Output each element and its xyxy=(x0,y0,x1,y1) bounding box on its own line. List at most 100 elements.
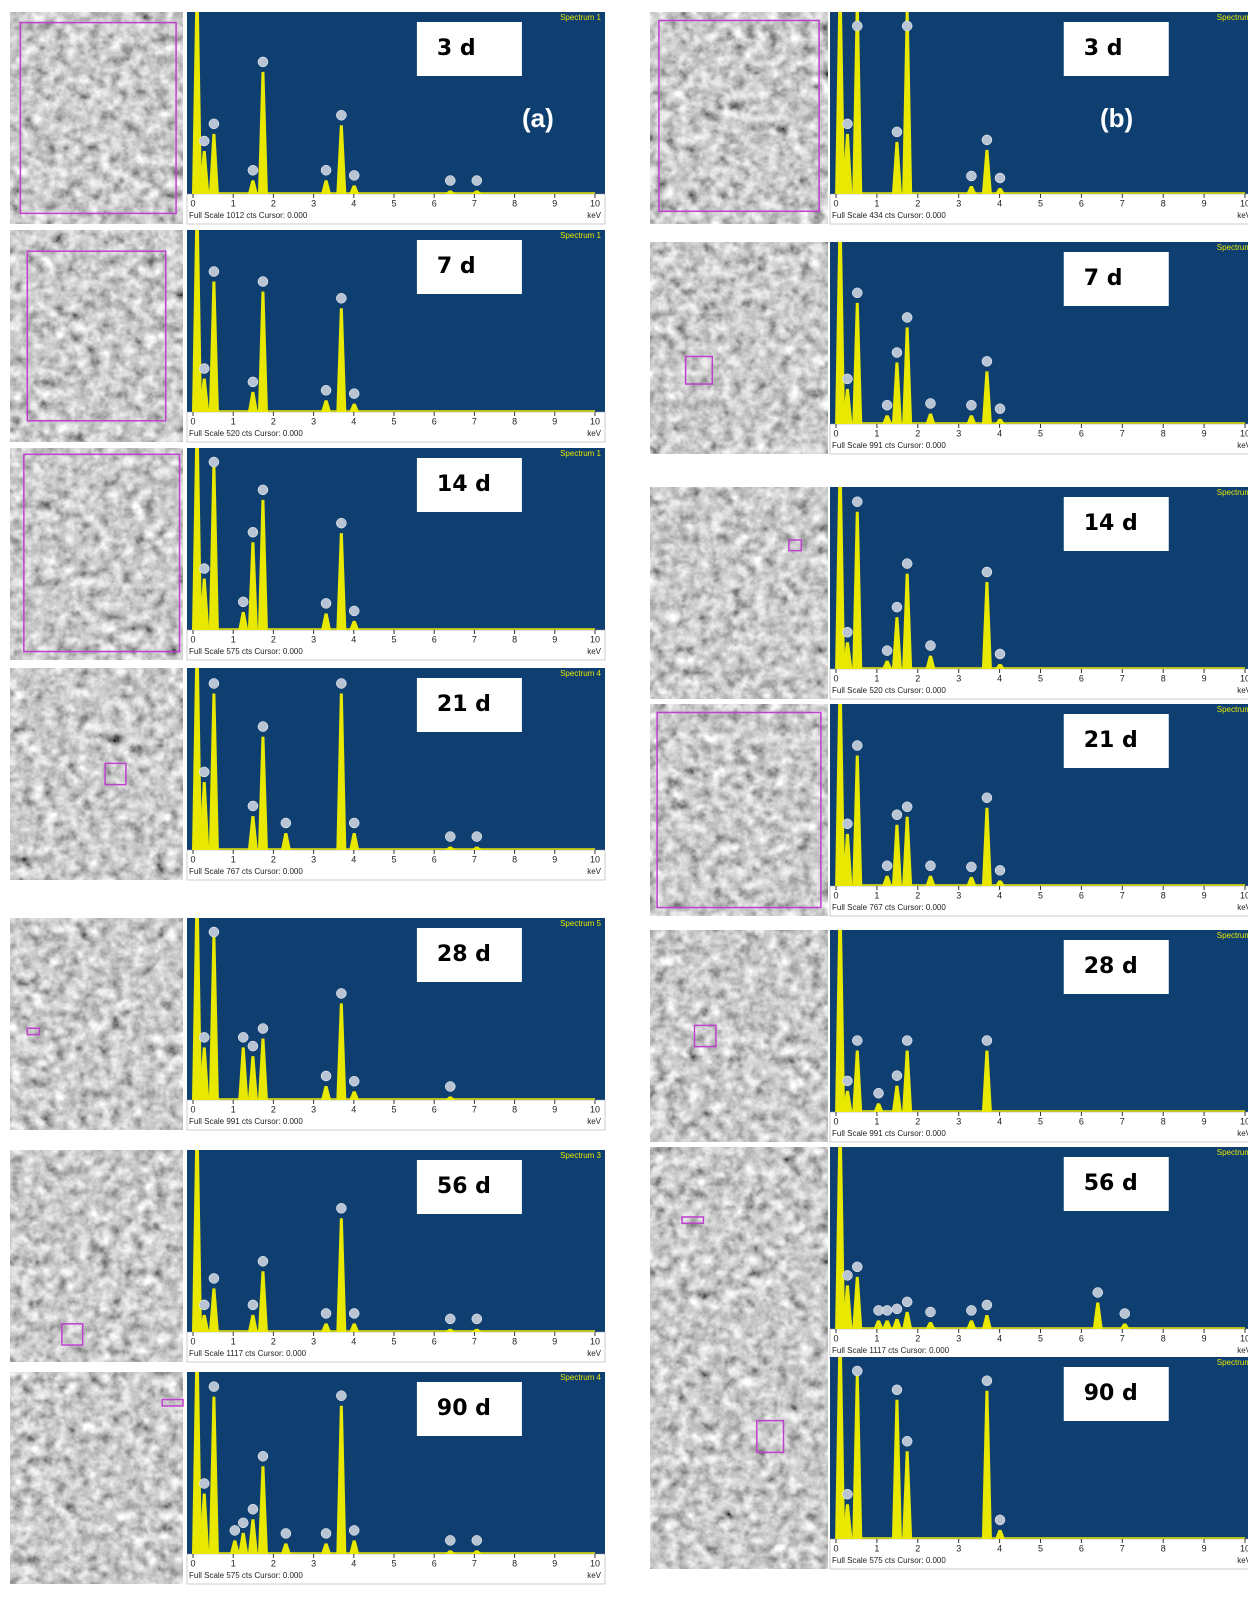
x-tick-label: 8 xyxy=(512,198,517,208)
peak xyxy=(208,934,219,1100)
peaks xyxy=(835,12,1245,194)
axis-strip xyxy=(829,423,1248,455)
element-marker xyxy=(208,266,220,277)
x-tick-label: 8 xyxy=(512,1558,517,1568)
x-tick-label: 8 xyxy=(1161,1543,1166,1553)
peak xyxy=(842,1285,853,1329)
peak xyxy=(247,542,258,630)
element-marker xyxy=(348,817,360,829)
peak xyxy=(238,611,249,630)
peak xyxy=(192,448,203,630)
element-marker xyxy=(247,1040,259,1052)
label-box xyxy=(416,240,522,294)
element-marker xyxy=(873,1087,884,1099)
x-tick-label: 9 xyxy=(552,416,557,426)
x-tick-label: 8 xyxy=(1161,1116,1166,1126)
peak xyxy=(445,190,456,194)
selection-box xyxy=(658,19,820,213)
footer: Full Scale 991 cts Cursor: 0.000 xyxy=(832,441,946,450)
peak xyxy=(925,413,936,424)
peak xyxy=(247,391,258,412)
footer: Full Scale 1117 cts Cursor: 0.000 xyxy=(832,1346,950,1355)
x-tick-label: 2 xyxy=(271,198,276,208)
footer: Full Scale 575 cts Cursor: 0.000 xyxy=(189,647,303,656)
element-marker xyxy=(981,134,993,146)
peak xyxy=(995,1529,1006,1539)
element-marker xyxy=(471,175,483,186)
peaks xyxy=(192,918,595,1100)
peak xyxy=(247,815,258,850)
element-marker xyxy=(199,563,210,574)
label-box xyxy=(1063,497,1169,551)
peak xyxy=(336,1218,347,1332)
peak xyxy=(208,1288,219,1332)
spectrum-background xyxy=(830,242,1248,424)
time-label: 14 d xyxy=(437,472,491,497)
peak xyxy=(199,1493,210,1554)
selection-box xyxy=(19,21,177,215)
peak xyxy=(336,1405,347,1554)
peak xyxy=(852,12,863,194)
peak xyxy=(257,1271,268,1332)
element-marker xyxy=(247,164,259,176)
peaks xyxy=(192,1372,595,1554)
element-marker xyxy=(901,1296,913,1308)
element-marker xyxy=(208,118,220,130)
x-tick-label: 2 xyxy=(271,1336,276,1346)
x-tick-label: 9 xyxy=(552,1104,557,1114)
element-marker xyxy=(320,164,332,176)
axis-strip xyxy=(186,411,606,443)
element-marker xyxy=(247,376,259,388)
peak xyxy=(873,1103,884,1112)
peak xyxy=(257,291,268,412)
element-marker xyxy=(238,596,249,608)
peak xyxy=(208,133,219,194)
x-tick-label: 3 xyxy=(956,1543,961,1553)
element-marker xyxy=(336,517,347,529)
peak xyxy=(336,1003,347,1100)
x-tick-label: 7 xyxy=(1120,1116,1125,1126)
element-marker xyxy=(208,1381,220,1392)
x-tick-label: 0 xyxy=(833,673,838,683)
element-marker xyxy=(320,598,332,609)
label-box xyxy=(1063,1157,1169,1211)
x-tick-label: 9 xyxy=(1202,428,1207,438)
peak xyxy=(208,693,219,850)
sem-image xyxy=(10,918,183,1130)
peak xyxy=(280,1543,291,1554)
peak xyxy=(321,400,332,412)
x-tick-label: 6 xyxy=(432,1336,437,1346)
x-tick-label: 4 xyxy=(351,634,356,644)
peaks xyxy=(192,230,595,412)
peak xyxy=(835,930,846,1112)
x-tick-label: 3 xyxy=(311,416,316,426)
footer: Full Scale 991 cts Cursor: 0.000 xyxy=(832,1129,946,1138)
x-tick-label: 7 xyxy=(472,198,477,208)
x-tick-label: 3 xyxy=(311,854,316,864)
element-marker xyxy=(842,1270,853,1281)
spectrum-background xyxy=(187,1372,605,1554)
x-tick-label: 1 xyxy=(874,673,879,683)
peak xyxy=(208,281,219,412)
x-unit: keV xyxy=(587,429,601,438)
x-tick-label: 0 xyxy=(190,416,195,426)
peak xyxy=(336,125,347,194)
peak xyxy=(192,1150,203,1332)
x-unit: keV xyxy=(1237,211,1248,220)
peak xyxy=(445,1096,456,1100)
x-tick-label: 8 xyxy=(1161,428,1166,438)
time-label: 56 d xyxy=(1084,1171,1138,1196)
peak xyxy=(199,781,210,850)
x-tick-label: 2 xyxy=(915,198,920,208)
peak xyxy=(902,327,913,424)
label-box xyxy=(416,22,522,76)
element-marker xyxy=(208,926,220,938)
x-tick-label: 0 xyxy=(833,1333,838,1343)
element-marker xyxy=(881,1305,893,1316)
sem-image xyxy=(650,487,828,699)
x-tick-label: 0 xyxy=(190,198,195,208)
x-tick-label: 2 xyxy=(915,673,920,683)
peak xyxy=(882,660,893,669)
x-tick-label: 6 xyxy=(1079,1543,1084,1553)
element-marker xyxy=(208,678,220,689)
